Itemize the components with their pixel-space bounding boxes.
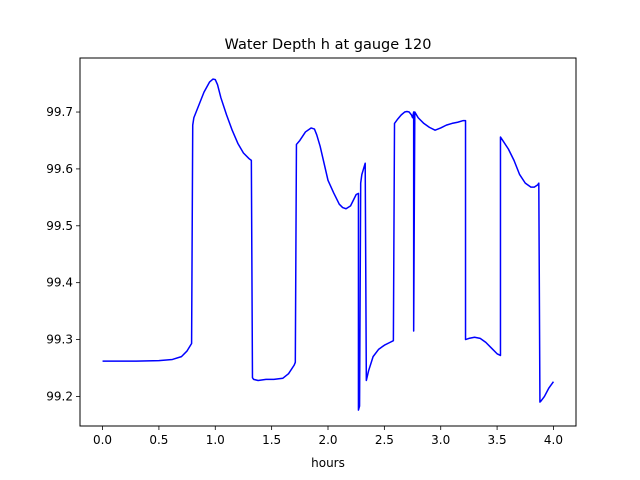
x-tick-label: 2.0 — [318, 433, 337, 447]
x-axis: 0.0 0.5 1.0 1.5 2.0 2.5 3.0 3.5 4.0 — [93, 426, 563, 447]
plot-area — [79, 57, 577, 427]
y-axis: 99.2 99.3 99.4 99.5 99.6 99.7 — [46, 105, 80, 403]
chart-title: Water Depth h at gauge 120 — [225, 37, 432, 53]
y-tick-label: 99.6 — [46, 162, 73, 176]
x-tick-label: 4.0 — [544, 433, 563, 447]
y-tick-label: 99.7 — [46, 105, 73, 119]
plot-frame — [79, 57, 577, 427]
x-tick-label: 1.5 — [262, 433, 281, 447]
x-tick-label: 0.0 — [93, 433, 112, 447]
x-tick-label: 2.5 — [375, 433, 394, 447]
x-tick-label: 1.0 — [206, 433, 225, 447]
y-tick-label: 99.4 — [46, 276, 73, 290]
y-tick-label: 99.3 — [46, 333, 73, 347]
x-tick-label: 3.0 — [431, 433, 450, 447]
series-layer — [102, 78, 555, 411]
x-tick-label: 0.5 — [149, 433, 168, 447]
y-tick-label: 99.5 — [46, 219, 73, 233]
y-tick-label: 99.2 — [46, 389, 73, 403]
series-line-0 — [102, 78, 555, 411]
x-axis-label: hours — [311, 456, 345, 470]
x-tick-label: 3.5 — [488, 433, 507, 447]
